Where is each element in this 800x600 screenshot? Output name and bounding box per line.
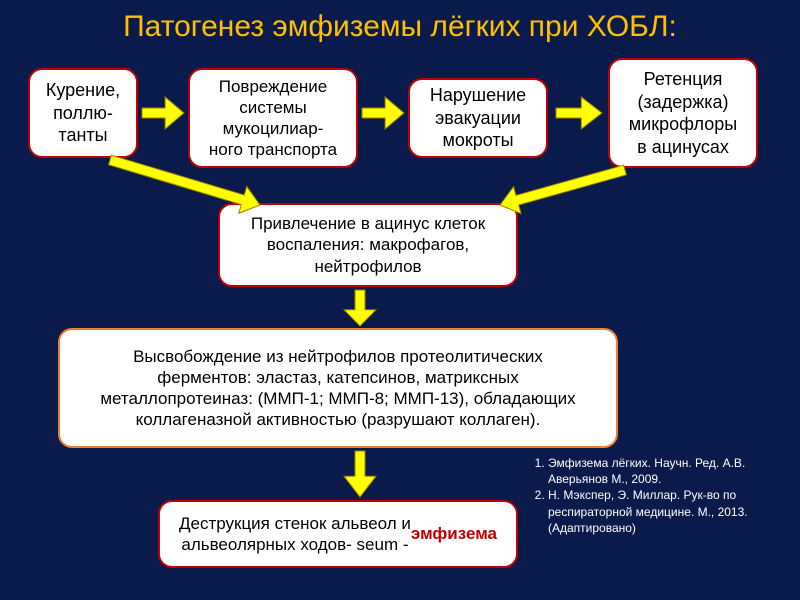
references: Эмфизема лёгких. Научн. Ред. А.В. Аверья… (530, 455, 790, 536)
node-sputum-evacuation: Нарушениеэвакуациимокроты (408, 78, 548, 158)
page-title: Патогенез эмфиземы лёгких при ХОБЛ: (0, 0, 800, 44)
node-proteolytic-enzymes: Высвобождение из нейтрофилов протеолитич… (58, 328, 618, 448)
node-microflora-retention: Ретенция(задержка)микрофлорыв ацинусах (608, 58, 758, 168)
node-mucociliary-damage: Повреждениесистемымукоцилиар-ного трансп… (188, 68, 358, 168)
reference-item: Н. Мэкспер, Э. Миллар. Рук-во по респира… (548, 487, 790, 536)
node-inflammatory-cells: Привлечение в ацинус клетоквоспаления: м… (218, 203, 518, 287)
node-emphysema: Деструкция стенок альвеол иальвеолярных … (158, 500, 518, 568)
reference-item: Эмфизема лёгких. Научн. Ред. А.В. Аверья… (548, 455, 790, 487)
node-smoking: Курение,поллю-танты (28, 68, 138, 158)
